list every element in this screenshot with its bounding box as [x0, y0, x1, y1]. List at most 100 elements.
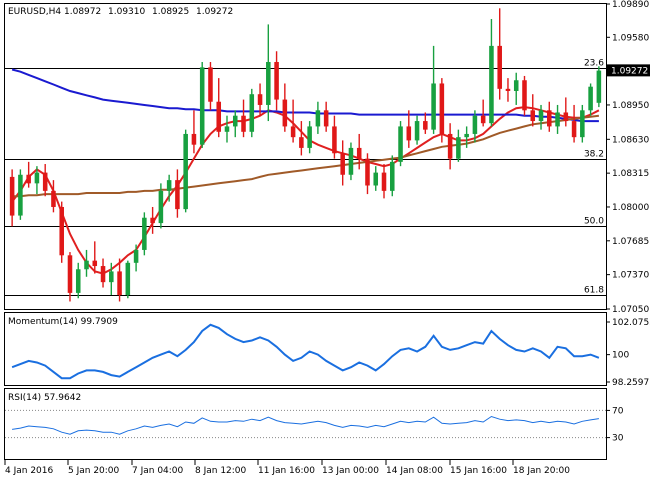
candle-bear [191, 133, 197, 145]
candle-bull [109, 271, 114, 283]
price-tick-label: 1.07685 [612, 237, 649, 247]
candle-bear [447, 133, 453, 159]
price-tick-label: 1.08315 [612, 169, 649, 179]
time-tick-label: 15 Jan 16:00 [450, 466, 507, 476]
candle-bear [406, 126, 412, 141]
candle-bull [166, 180, 172, 191]
candle-bear [92, 260, 98, 267]
candle-bear [356, 147, 362, 159]
momentum-title: Momentum(14) 99.7909 [8, 317, 118, 327]
candle-bear [332, 126, 337, 154]
candle-bull [588, 86, 593, 111]
candle-bull [414, 121, 420, 141]
candle-bull [348, 147, 354, 175]
candle-bear [241, 115, 246, 132]
candle-bull [183, 133, 188, 210]
candle-bear [340, 153, 345, 175]
sma-mid-line [11, 68, 599, 123]
candle-bear [42, 172, 48, 191]
candle-bull [307, 126, 312, 148]
time-tick-label: 14 Jan 08:00 [386, 466, 443, 476]
candle-bear [497, 45, 502, 89]
candle-bull [431, 83, 436, 130]
time-tick-label: 8 Jan 12:00 [195, 466, 247, 476]
chart-header: EURUSD,H4 1.08972 1.09310 1.08925 1.0927… [8, 7, 233, 17]
rsi-tick-label: 30 [612, 434, 624, 444]
candle-bull [464, 133, 469, 138]
candle-bear [117, 271, 122, 296]
candle-bull [142, 217, 147, 250]
candle-bull [389, 161, 395, 191]
candle-bear [439, 83, 445, 134]
time-tick-label: 18 Jan 20:00 [513, 466, 570, 476]
price-tick-label: 1.08000 [612, 203, 649, 213]
candle-bull [133, 249, 139, 263]
candle-bull [472, 115, 478, 134]
candle-bull [373, 172, 379, 186]
candle-bear [381, 172, 387, 191]
momentum-tick-label: 102.0753 [612, 318, 650, 328]
candle-bull [580, 110, 585, 138]
momentum-tick-label: 98.2597 [612, 378, 649, 388]
symbol-label: EURUSD,H4 [8, 7, 61, 17]
price-tick-label: 1.09580 [612, 33, 649, 43]
candle-bull [125, 262, 131, 296]
price-plot: 23.6 38.2 50.0 61.8 [5, 8, 606, 302]
candle-bear [530, 110, 536, 122]
candle-bull [199, 67, 205, 145]
fib-level-label: 23.6 [584, 59, 604, 69]
candle-bull [84, 260, 89, 270]
rsi-panel-frame [4, 388, 607, 460]
low-value: 1.08925 [152, 7, 189, 17]
candle-bull [266, 61, 271, 105]
candle-bear [67, 255, 73, 293]
candle-bear [299, 137, 304, 148]
momentum-plot [11, 323, 600, 380]
candle-bear [505, 88, 511, 91]
candle-bull [596, 70, 602, 103]
rsi-title: RSI(14) 57.9642 [8, 393, 81, 403]
open-value: 1.08972 [64, 7, 101, 17]
sma-slow-line [12, 114, 600, 198]
main-panel-frame [4, 3, 607, 310]
current-price-tag [607, 64, 650, 77]
candle-bear [208, 67, 213, 102]
price-tick-label: 1.08950 [612, 101, 649, 111]
close-value: 1.09272 [196, 7, 233, 17]
time-tick-label: 13 Jan 00:00 [322, 466, 379, 476]
fib-level-label: 61.8 [584, 286, 604, 296]
price-tick-label: 1.09890 [612, 0, 649, 10]
candle-bull [456, 137, 461, 159]
candle-bull [555, 112, 560, 127]
candle-bull [224, 126, 230, 132]
candle-bull [18, 174, 23, 216]
candle-bull [249, 94, 255, 132]
candle-bear [257, 94, 263, 105]
candle-bear [522, 80, 527, 111]
candle-bull [158, 190, 164, 224]
candle-bear [563, 112, 569, 122]
candle-bull [34, 172, 40, 184]
rsi-plot [5, 409, 606, 439]
candle-bear [51, 190, 56, 207]
momentum-tick-label: 100 [612, 351, 629, 361]
candle-bull [489, 45, 494, 124]
momentum-panel-frame [4, 312, 607, 386]
time-tick-label: 7 Jan 04:00 [132, 466, 184, 476]
current-price-label: 1.09272 [611, 66, 648, 76]
fib-level-label: 38.2 [584, 150, 604, 160]
candle-bear [150, 217, 155, 224]
candle-bear [175, 180, 180, 210]
candle-bear [571, 121, 577, 138]
fib-level-label: 50.0 [584, 217, 604, 227]
candle-bear [59, 206, 64, 256]
candle-bear [26, 174, 31, 184]
high-value: 1.09310 [108, 7, 145, 17]
candle-bear [323, 110, 329, 127]
price-tick-label: 1.08630 [612, 135, 649, 145]
price-tick-label: 1.07050 [612, 305, 649, 315]
candle-bull [315, 110, 321, 127]
candle-bear [100, 266, 106, 283]
